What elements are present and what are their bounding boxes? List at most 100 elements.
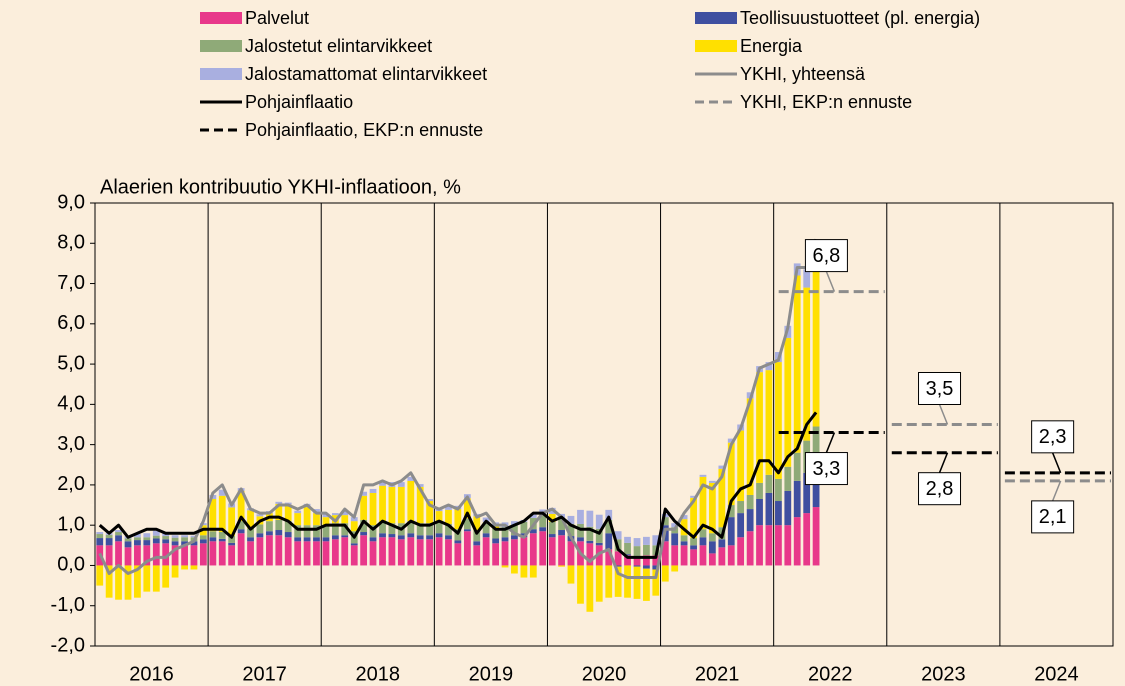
bar-segment xyxy=(124,565,132,600)
bar-segment xyxy=(661,541,669,566)
bar-segment xyxy=(369,488,377,493)
bar-segment xyxy=(350,543,358,546)
bar-segment xyxy=(266,535,273,566)
bar-segment xyxy=(595,514,603,529)
bar-segment xyxy=(765,474,773,493)
bar-segment xyxy=(171,545,179,566)
bar-segment xyxy=(756,525,763,566)
bar-segment xyxy=(614,565,622,567)
bar-segment xyxy=(482,523,490,534)
bar-segment xyxy=(115,535,122,542)
bar-segment xyxy=(294,541,302,566)
bar-segment xyxy=(313,525,320,538)
bar-segment xyxy=(671,523,679,528)
legend-label: Jalostetut elintarvikkeet xyxy=(245,36,432,56)
bar-segment xyxy=(803,472,811,514)
legend-label: Pohjainflaatio xyxy=(245,92,353,112)
bar-segment xyxy=(727,442,735,506)
bar-segment xyxy=(416,535,424,540)
bar-segment xyxy=(407,521,415,534)
bar-segment xyxy=(294,525,302,538)
bar-segment xyxy=(539,531,547,566)
bar-segment xyxy=(407,476,415,481)
bar-segment xyxy=(803,513,811,566)
bar-segment xyxy=(143,565,151,592)
bar-segment xyxy=(152,538,160,544)
label-connector xyxy=(1051,452,1062,474)
bar-segment xyxy=(247,510,254,529)
bar-segment xyxy=(256,524,264,534)
bar-segment xyxy=(652,569,660,596)
bar-segment xyxy=(727,545,735,566)
label-box xyxy=(804,239,848,273)
bar-segment xyxy=(652,565,660,570)
bar-segment xyxy=(511,539,518,566)
bar-segment xyxy=(737,501,745,514)
bar-segment xyxy=(341,535,349,538)
y-tick-label: 3,0 xyxy=(57,433,85,455)
bar-segment xyxy=(105,545,113,566)
legend-label: Palvelut xyxy=(245,8,309,28)
bar-segment xyxy=(492,538,500,544)
bar-segment xyxy=(671,565,679,572)
bar-segment xyxy=(228,507,236,536)
bar-segment xyxy=(567,565,575,584)
bar-segment xyxy=(294,537,302,542)
bar-segment xyxy=(218,532,226,539)
bar-segment xyxy=(511,525,518,536)
bar-segment xyxy=(690,495,697,498)
bar-segment xyxy=(275,503,283,520)
bar-segment xyxy=(454,529,462,541)
bar-segment xyxy=(369,537,377,542)
bar-segment xyxy=(134,540,141,546)
bar-segment xyxy=(463,518,471,530)
bar-segment xyxy=(228,542,236,546)
bar-segment xyxy=(275,519,283,531)
bar-segment xyxy=(322,541,330,566)
bar-segment xyxy=(756,372,763,483)
bar-segment xyxy=(699,545,707,566)
bar-segment xyxy=(501,541,509,566)
bar-segment xyxy=(812,426,820,463)
x-tick-label: 2021 xyxy=(695,663,740,685)
bar-segment xyxy=(501,537,509,542)
bar-segment xyxy=(218,538,226,542)
bar-segment xyxy=(558,517,565,531)
bar-segment xyxy=(718,539,726,548)
bar-segment xyxy=(171,565,179,578)
bar-segment xyxy=(454,509,462,530)
bar-segment xyxy=(426,535,433,540)
bar-segment xyxy=(284,532,292,538)
bar-segment xyxy=(737,537,745,566)
bar-segment xyxy=(643,555,650,566)
bar-segment xyxy=(624,555,631,566)
bar-segment xyxy=(397,482,405,487)
bar-segment xyxy=(690,549,697,566)
bar-segment xyxy=(360,535,368,566)
bar-segment xyxy=(124,547,132,566)
bar-segment xyxy=(756,482,763,500)
bar-segment xyxy=(595,528,603,543)
bar-segment xyxy=(379,533,386,538)
bar-segment xyxy=(209,541,217,566)
bar-segment xyxy=(643,568,650,601)
bar-segment xyxy=(407,480,415,522)
bar-segment xyxy=(718,547,726,566)
bar-segment xyxy=(199,539,207,544)
bar-segment xyxy=(181,545,188,566)
legend-label: Teollisuustuotteet (pl. energia) xyxy=(740,8,980,28)
bar-segment xyxy=(435,537,443,566)
bar-segment xyxy=(727,438,735,443)
bar-segment xyxy=(162,543,170,566)
bar-segment xyxy=(237,529,245,534)
bar-segment xyxy=(558,535,565,566)
bar-segment xyxy=(256,514,264,517)
bar-segment xyxy=(746,531,754,566)
bar-segment xyxy=(690,545,697,550)
bar-segment xyxy=(492,543,500,566)
bar-segment xyxy=(171,541,179,546)
bar-segment xyxy=(266,531,273,536)
bar-segment xyxy=(331,523,339,536)
bar-segment xyxy=(181,537,188,542)
